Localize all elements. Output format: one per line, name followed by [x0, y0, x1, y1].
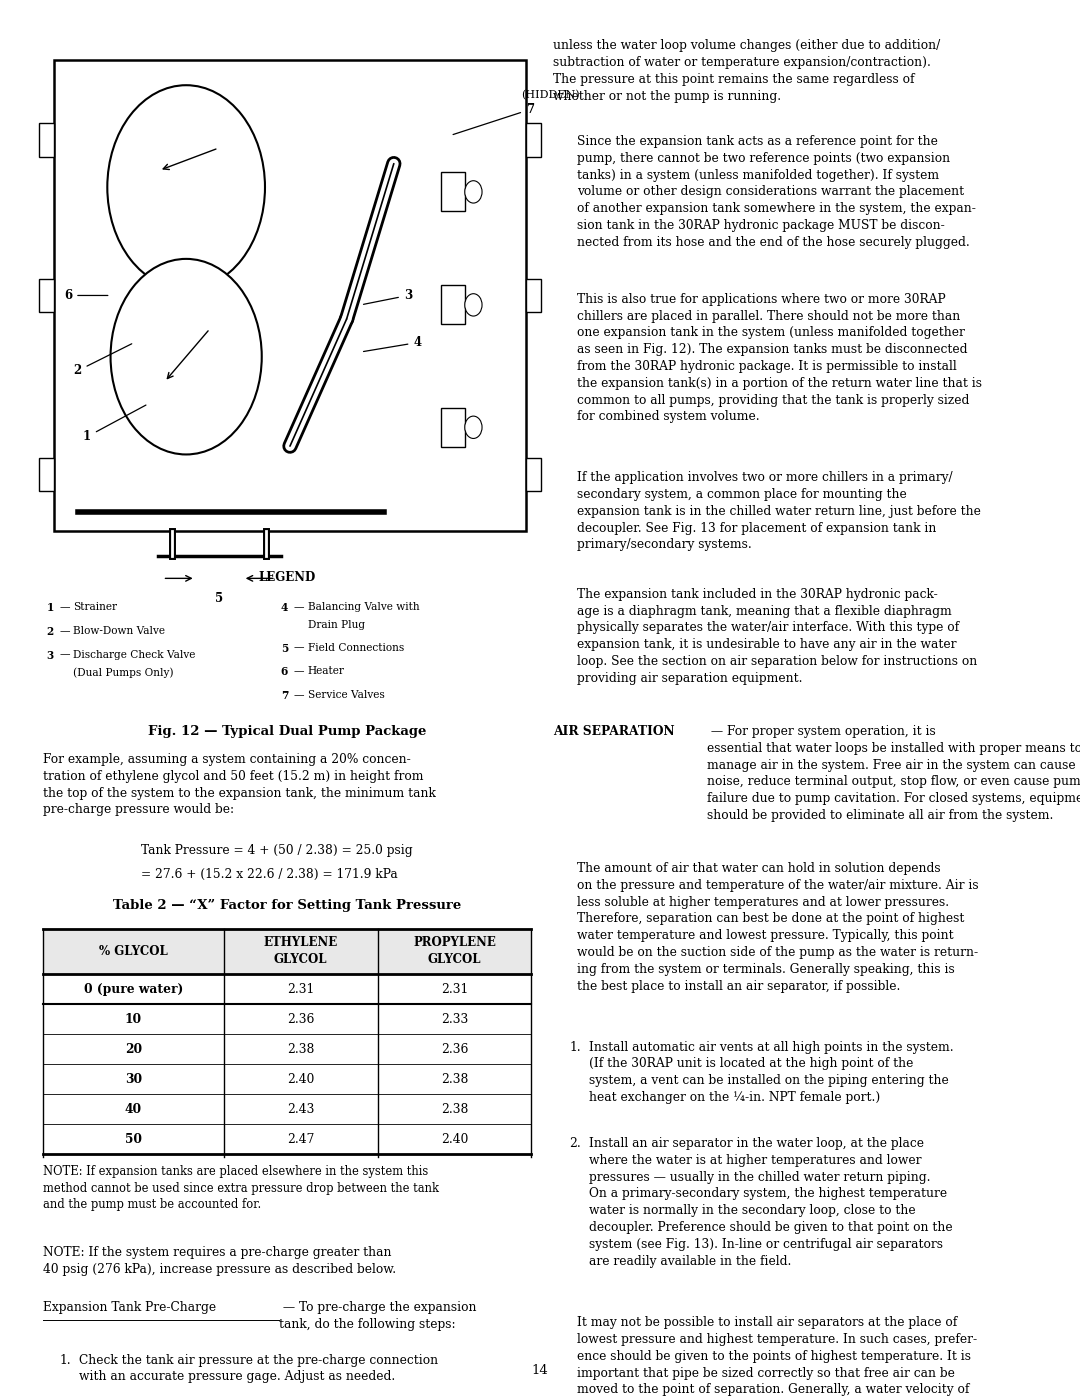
Bar — [526, 123, 541, 156]
Text: Field Connections: Field Connections — [308, 643, 404, 652]
Text: 2.33: 2.33 — [441, 1013, 468, 1025]
Text: This is also true for applications where two or more 30RAP
chillers are placed i: This is also true for applications where… — [577, 293, 982, 423]
Bar — [39, 458, 54, 492]
Text: (Dual Pumps Only): (Dual Pumps Only) — [73, 668, 174, 679]
Text: Balancing Valve with: Balancing Valve with — [308, 602, 419, 612]
Text: Install automatic air vents at all high points in the system.
(If the 30RAP unit: Install automatic air vents at all high … — [589, 1041, 954, 1104]
Text: ETHYLENE: ETHYLENE — [264, 936, 338, 949]
Text: 6: 6 — [281, 666, 288, 678]
Text: 2.31: 2.31 — [441, 982, 468, 996]
Text: 5: 5 — [281, 643, 288, 654]
Text: 10: 10 — [125, 1013, 143, 1025]
Text: 3: 3 — [364, 289, 413, 305]
Text: 30: 30 — [125, 1073, 143, 1085]
Text: 40: 40 — [125, 1102, 143, 1116]
Text: Fig. 12 — Typical Dual Pump Package: Fig. 12 — Typical Dual Pump Package — [148, 725, 427, 738]
Text: For example, assuming a system containing a 20% concen-
tration of ethylene glyc: For example, assuming a system containin… — [43, 753, 436, 816]
Text: Strainer: Strainer — [73, 602, 118, 612]
Text: Heater: Heater — [308, 666, 345, 676]
Text: LEGEND: LEGEND — [258, 571, 316, 584]
Text: —: — — [294, 643, 305, 652]
Text: 6: 6 — [64, 289, 108, 302]
Text: The amount of air that water can hold in solution depends
on the pressure and te: The amount of air that water can hold in… — [577, 862, 978, 993]
Text: 2.47: 2.47 — [287, 1133, 314, 1146]
Text: 4: 4 — [364, 337, 421, 352]
Text: The expansion tank included in the 30RAP hydronic pack-
age is a diaphragm tank,: The expansion tank included in the 30RAP… — [577, 588, 977, 685]
Text: % GLYCOL: % GLYCOL — [99, 946, 167, 958]
Bar — [54, 60, 526, 531]
Text: Install an air separator in the water loop, at the place
where the water is at h: Install an air separator in the water lo… — [589, 1137, 953, 1267]
Text: 2.38: 2.38 — [441, 1073, 468, 1085]
Text: 1: 1 — [46, 602, 54, 613]
Text: Check the tank air pressure at the pre-charge connection
with an accurate pressu: Check the tank air pressure at the pre-c… — [79, 1354, 438, 1383]
Text: 4: 4 — [281, 602, 288, 613]
Text: —: — — [59, 650, 70, 659]
Text: 1.: 1. — [59, 1354, 71, 1366]
Text: —: — — [294, 690, 305, 700]
Text: 2.36: 2.36 — [441, 1042, 468, 1056]
Text: —: — — [294, 666, 305, 676]
Bar — [441, 408, 464, 447]
Text: Table 2 — “X” Factor for Setting Tank Pressure: Table 2 — “X” Factor for Setting Tank Pr… — [113, 898, 461, 912]
Circle shape — [464, 293, 482, 316]
Text: 7: 7 — [454, 103, 535, 134]
Text: Blow-Down Valve: Blow-Down Valve — [73, 626, 165, 636]
Text: 2: 2 — [73, 344, 132, 377]
Text: 2.40: 2.40 — [441, 1133, 468, 1146]
Text: 50: 50 — [125, 1133, 141, 1146]
Circle shape — [107, 85, 265, 289]
Text: —: — — [294, 602, 305, 612]
Text: 2.36: 2.36 — [287, 1013, 314, 1025]
Text: 2.: 2. — [569, 1137, 581, 1150]
Bar — [39, 123, 54, 156]
Text: 2.43: 2.43 — [287, 1102, 314, 1116]
Text: Drain Plug: Drain Plug — [308, 620, 365, 630]
Text: 5: 5 — [215, 592, 224, 605]
Text: Since the expansion tank acts as a reference point for the
pump, there cannot be: Since the expansion tank acts as a refer… — [577, 136, 975, 249]
Text: 2.40: 2.40 — [287, 1073, 314, 1085]
Text: PROPYLENE: PROPYLENE — [413, 936, 496, 949]
Circle shape — [110, 258, 261, 454]
Text: Expansion Tank Pre-Charge: Expansion Tank Pre-Charge — [43, 1301, 216, 1315]
Text: 2.38: 2.38 — [441, 1102, 468, 1116]
Text: unless the water loop volume changes (either due to addition/
subtraction of wat: unless the water loop volume changes (ei… — [553, 39, 941, 102]
Bar — [43, 929, 531, 974]
Text: Discharge Check Valve: Discharge Check Valve — [73, 650, 195, 659]
Text: (HIDDEN): (HIDDEN) — [522, 91, 580, 101]
Bar — [441, 285, 464, 324]
Text: 7: 7 — [281, 690, 288, 701]
Text: Service Valves: Service Valves — [308, 690, 384, 700]
Text: — For proper system operation, it is
essential that water loops be installed wit: — For proper system operation, it is ess… — [707, 725, 1080, 821]
Bar — [526, 279, 541, 313]
Text: It may not be possible to install air separators at the place of
lowest pressure: It may not be possible to install air se… — [577, 1316, 976, 1397]
Text: 1.: 1. — [569, 1041, 581, 1053]
Text: NOTE: If expansion tanks are placed elsewhere in the system this
method cannot b: NOTE: If expansion tanks are placed else… — [43, 1165, 440, 1211]
Text: AIR SEPARATION: AIR SEPARATION — [553, 725, 675, 738]
Text: — To pre-charge the expansion
tank, do the following steps:: — To pre-charge the expansion tank, do t… — [279, 1301, 476, 1331]
Text: 1: 1 — [83, 405, 146, 443]
Text: —: — — [59, 602, 70, 612]
Bar — [441, 172, 464, 211]
Text: —: — — [59, 626, 70, 636]
Text: GLYCOL: GLYCOL — [274, 953, 327, 967]
Text: Tank Pressure = 4 + (50 / 2.38) = 25.0 psig: Tank Pressure = 4 + (50 / 2.38) = 25.0 p… — [140, 844, 413, 858]
Text: If the application involves two or more chillers in a primary/
secondary system,: If the application involves two or more … — [577, 471, 981, 552]
Bar — [526, 458, 541, 492]
Text: 0 (pure water): 0 (pure water) — [84, 982, 184, 996]
Text: 20: 20 — [125, 1042, 143, 1056]
Text: 3: 3 — [46, 650, 54, 661]
Circle shape — [464, 180, 482, 203]
Text: NOTE: If the system requires a pre-charge greater than
40 psig (276 kPa), increa: NOTE: If the system requires a pre-charg… — [43, 1246, 396, 1275]
Text: 2.38: 2.38 — [287, 1042, 314, 1056]
Text: = 27.6 + (15.2 x 22.6 / 2.38) = 171.9 kPa: = 27.6 + (15.2 x 22.6 / 2.38) = 171.9 kP… — [140, 868, 397, 882]
Bar — [39, 279, 54, 313]
Text: GLYCOL: GLYCOL — [428, 953, 482, 967]
Circle shape — [464, 416, 482, 439]
Text: 2: 2 — [46, 626, 54, 637]
Text: 2.31: 2.31 — [287, 982, 314, 996]
Text: 14: 14 — [531, 1365, 549, 1377]
